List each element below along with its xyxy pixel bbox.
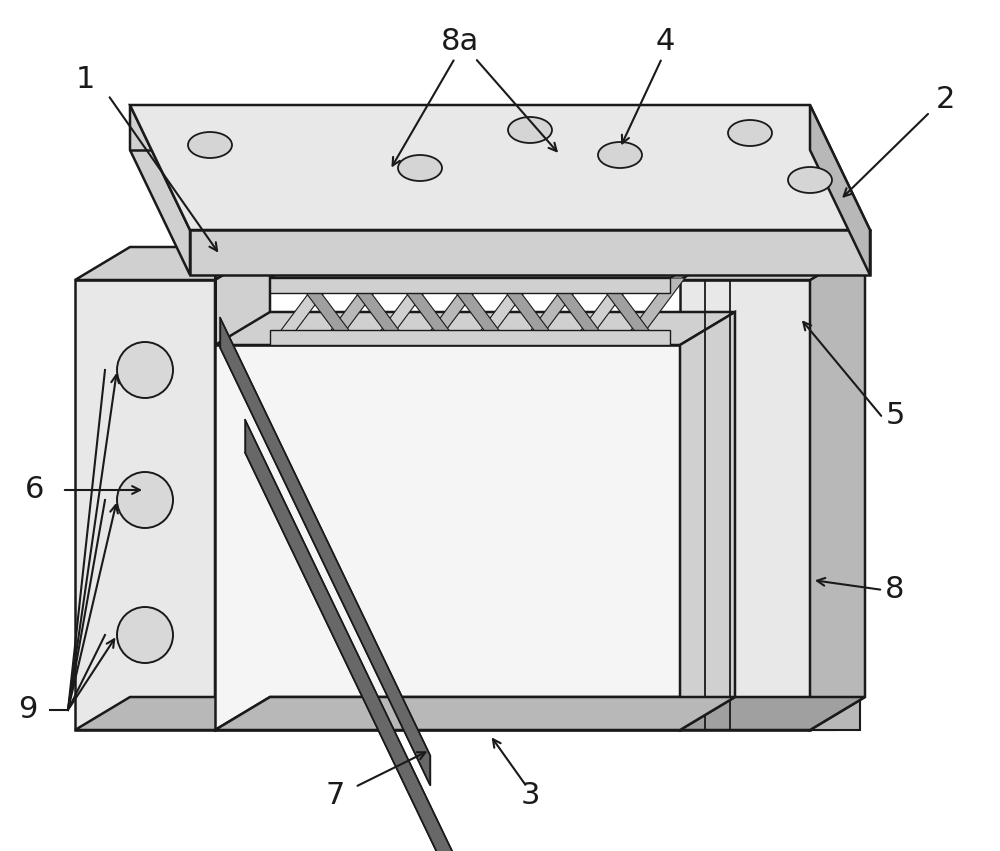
Text: 1: 1 — [75, 66, 95, 94]
Polygon shape — [680, 312, 735, 730]
Polygon shape — [395, 278, 460, 345]
Polygon shape — [595, 278, 660, 345]
Polygon shape — [680, 280, 810, 730]
Polygon shape — [810, 247, 865, 730]
Ellipse shape — [117, 472, 173, 528]
Text: 9: 9 — [18, 695, 38, 724]
Polygon shape — [130, 105, 870, 230]
Polygon shape — [470, 278, 535, 345]
Polygon shape — [320, 278, 385, 345]
Polygon shape — [705, 280, 835, 730]
Ellipse shape — [598, 142, 642, 168]
Polygon shape — [215, 345, 680, 730]
Polygon shape — [445, 278, 510, 345]
Polygon shape — [215, 697, 735, 730]
Polygon shape — [295, 278, 360, 345]
Polygon shape — [495, 278, 560, 345]
Ellipse shape — [728, 120, 772, 146]
Polygon shape — [810, 105, 870, 275]
Polygon shape — [215, 312, 735, 345]
Text: 7: 7 — [325, 780, 345, 809]
Polygon shape — [620, 278, 685, 345]
Ellipse shape — [117, 342, 173, 398]
Text: 8a: 8a — [441, 27, 479, 56]
Polygon shape — [370, 278, 435, 345]
Polygon shape — [75, 697, 270, 730]
Ellipse shape — [788, 167, 832, 193]
Text: 5: 5 — [885, 401, 905, 430]
Polygon shape — [520, 278, 585, 345]
Ellipse shape — [508, 117, 552, 143]
Polygon shape — [570, 278, 635, 345]
Text: 2: 2 — [935, 85, 955, 115]
Polygon shape — [270, 330, 670, 345]
Polygon shape — [220, 317, 430, 785]
Polygon shape — [680, 697, 865, 730]
Polygon shape — [270, 278, 670, 293]
Polygon shape — [270, 245, 725, 278]
Polygon shape — [270, 278, 335, 345]
Text: 6: 6 — [25, 476, 45, 505]
Polygon shape — [75, 247, 270, 280]
Text: 3: 3 — [520, 780, 540, 809]
Polygon shape — [215, 247, 270, 730]
Polygon shape — [245, 420, 730, 851]
Ellipse shape — [398, 155, 442, 181]
Polygon shape — [215, 697, 735, 730]
Polygon shape — [345, 278, 410, 345]
Text: 4: 4 — [655, 27, 675, 56]
Polygon shape — [730, 280, 860, 730]
Text: 8: 8 — [885, 575, 905, 604]
Polygon shape — [130, 105, 190, 275]
Polygon shape — [190, 230, 870, 275]
Polygon shape — [75, 280, 215, 730]
Polygon shape — [680, 247, 865, 280]
Polygon shape — [545, 278, 610, 345]
Polygon shape — [420, 278, 485, 345]
Ellipse shape — [188, 132, 232, 158]
Ellipse shape — [117, 607, 173, 663]
